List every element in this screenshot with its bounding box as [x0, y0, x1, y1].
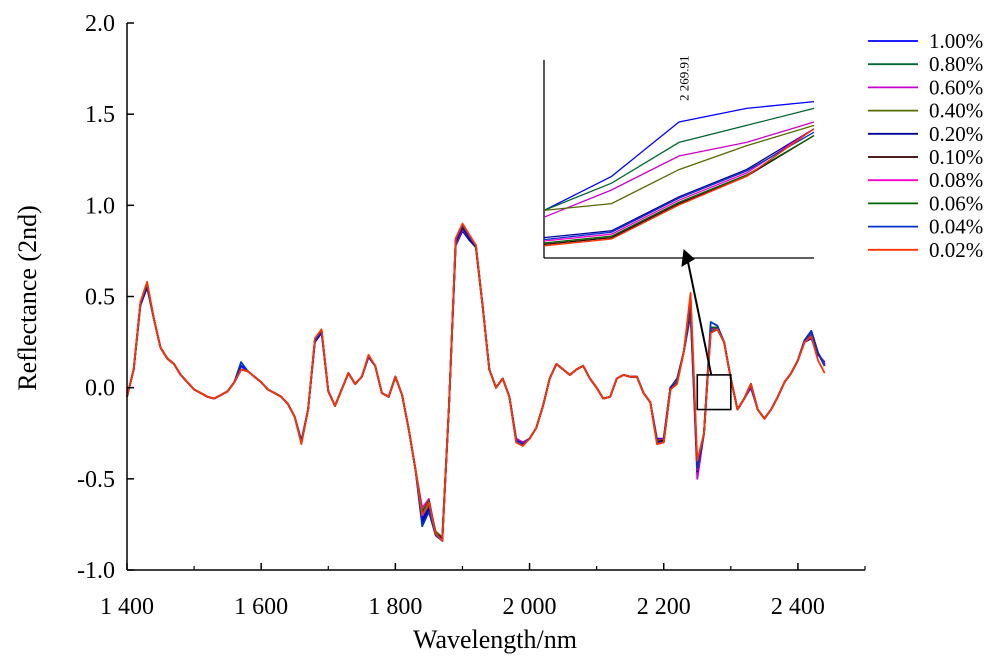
series-line-1: [126, 230, 826, 539]
legend-item: 0.40%: [868, 99, 983, 123]
inset-series-line-7: [543, 128, 815, 242]
x-tick-label: 1 800: [368, 594, 422, 620]
series-line-9: [126, 224, 826, 542]
legend-item: 0.08%: [868, 168, 983, 192]
highlight-box: [696, 374, 732, 411]
y-tick-label: -0.5: [77, 467, 115, 493]
series-line-7: [126, 224, 826, 542]
y-axis-label: Reflectance (2nd): [13, 205, 42, 391]
legend-label: 0.08%: [929, 168, 983, 192]
legend-label: 0.40%: [929, 99, 983, 123]
legend-label: 1.00%: [929, 29, 983, 53]
inset-wavelength-annotation: 2 269.91: [676, 56, 691, 102]
x-tick-label: 2 400: [771, 594, 825, 620]
series-line-8: [126, 224, 826, 542]
legend-label: 0.20%: [929, 122, 983, 146]
axes: -1.0 -0.5 0.0 0.5 1.0 1.5 2.0 1 400 1 600 1 800 2 …: [77, 11, 866, 620]
inset-series-line-9: [543, 131, 815, 241]
y-tick-label: 0.5: [85, 285, 115, 311]
legend: 1.00%0.80%0.60%0.40%0.20%0.10%0.08%0.06%…: [868, 29, 983, 262]
y-tick-label: 2.0: [85, 11, 115, 37]
legend-item: 1.00%: [868, 29, 983, 53]
y-tick-label: 1.0: [85, 193, 115, 219]
inset-series-line-6: [543, 135, 815, 246]
series-line-2: [126, 228, 826, 539]
series-line-10: [126, 222, 826, 542]
inset-series-line-4: [543, 124, 815, 212]
series-lines: [126, 222, 826, 542]
x-axis-label: Wavelength/nm: [413, 625, 577, 654]
legend-item: 0.80%: [868, 52, 983, 76]
inset-series-line-10: [543, 128, 815, 247]
arrow-shaft: [687, 261, 713, 376]
inset-series-line-2: [543, 107, 815, 212]
legend-item: 0.10%: [868, 145, 983, 169]
y-tick-label: 0.0: [85, 376, 115, 402]
x-tick-label: 2 200: [637, 594, 691, 620]
legend-label: 0.02%: [929, 238, 983, 262]
legend-item: 0.06%: [868, 191, 983, 215]
legend-item: 0.02%: [868, 238, 983, 262]
inset-series-line-1: [543, 100, 815, 211]
legend-label: 0.60%: [929, 75, 983, 99]
legend-item: 0.04%: [868, 215, 983, 239]
series-line-5: [126, 226, 826, 540]
legend-label: 0.06%: [929, 191, 983, 215]
x-tick-label: 2 000: [503, 594, 557, 620]
legend-item: 0.60%: [868, 75, 983, 99]
legend-label: 0.04%: [929, 215, 983, 239]
inset-chart: 2 269.91: [543, 56, 815, 259]
inset-series-line-8: [543, 135, 815, 244]
x-tick-label: 1 400: [100, 594, 154, 620]
y-tick-label: -1.0: [77, 558, 115, 584]
series-line-6: [126, 226, 826, 542]
y-tick-label: 1.5: [85, 102, 115, 128]
series-line-3: [126, 228, 826, 539]
legend-label: 0.80%: [929, 52, 983, 76]
inset-series-line-3: [543, 121, 815, 218]
inset-series-line-5: [543, 128, 815, 239]
x-tick-label: 1 600: [234, 594, 288, 620]
series-line-4: [126, 226, 826, 539]
legend-item: 0.20%: [868, 122, 983, 146]
legend-label: 0.10%: [929, 145, 983, 169]
